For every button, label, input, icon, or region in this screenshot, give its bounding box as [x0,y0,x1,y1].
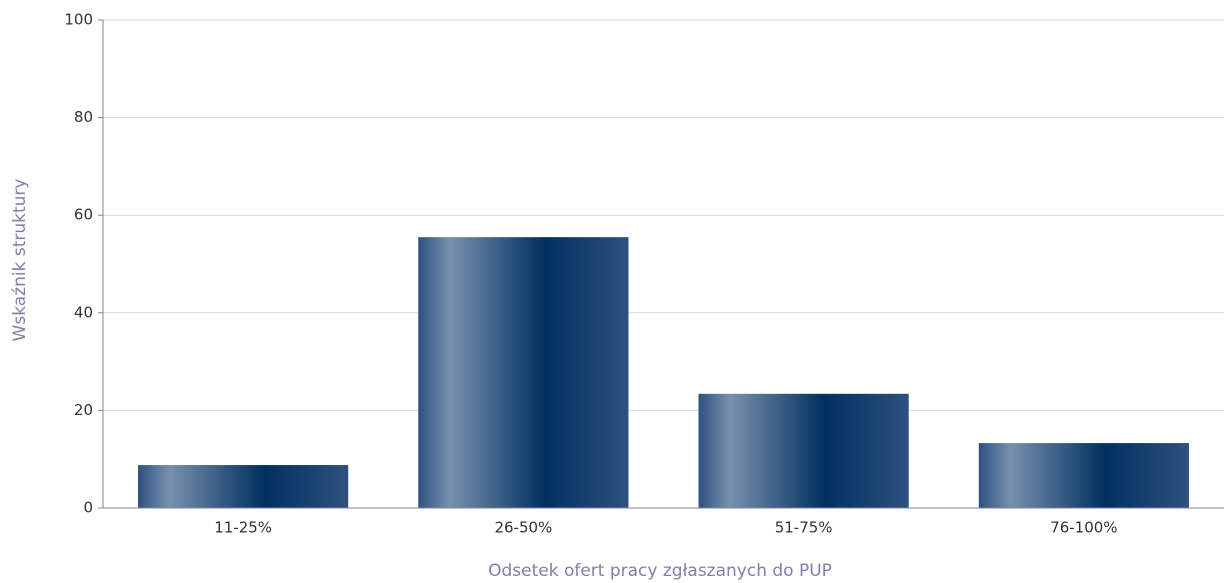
x-axis-title: Odsetek ofert pracy zgłaszanych do PUP [488,561,832,581]
bar [138,465,349,508]
y-tick-label: 80 [74,108,93,126]
x-tick-label: 26-50% [494,519,552,537]
y-tick-label: 100 [64,11,93,29]
x-tick-label: 11-25% [214,519,272,537]
x-tick-label: 76-100% [1050,519,1117,537]
y-tick-label: 0 [83,499,93,517]
bar [698,393,909,508]
y-tick-label: 40 [74,303,93,321]
x-tick-label: 51-75% [775,519,833,537]
y-tick-label: 60 [74,206,93,224]
y-axis-title: Wskaźnik struktury [10,179,30,342]
bar [418,237,629,508]
y-tick-label: 20 [74,401,93,419]
bar [978,443,1189,508]
